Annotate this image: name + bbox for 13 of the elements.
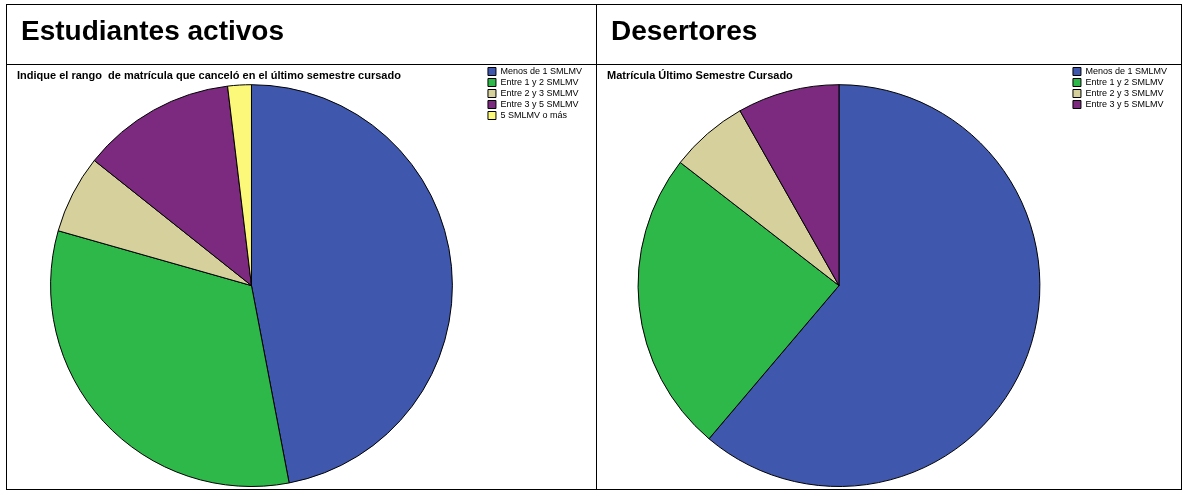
- legend-label: Menos de 1 SMLMV: [500, 65, 583, 76]
- legend-label: Entre 3 y 5 SMLMV: [1085, 98, 1164, 109]
- legend-label: Entre 1 y 2 SMLMV: [1085, 76, 1164, 87]
- chart-title: Estudiantes activos: [7, 5, 596, 65]
- chart-subtitle: Indique el rango de matrícula que canceló en el último semestre cursado: [17, 68, 402, 81]
- legend-label: Entre 2 y 3 SMLMV: [1085, 87, 1164, 98]
- chart-title: Desertores: [597, 5, 1181, 65]
- chart-subtitle: Matrícula Último Semestre Cursado: [607, 68, 794, 81]
- legend-label: 5 SMLMV o más: [500, 109, 568, 120]
- legend-label: Entre 3 y 5 SMLMV: [500, 98, 579, 109]
- legend-label: Entre 1 y 2 SMLMV: [500, 76, 579, 87]
- legend-label: Entre 2 y 3 SMLMV: [500, 87, 579, 98]
- legend-label: Menos de 1 SMLMV: [1085, 65, 1168, 76]
